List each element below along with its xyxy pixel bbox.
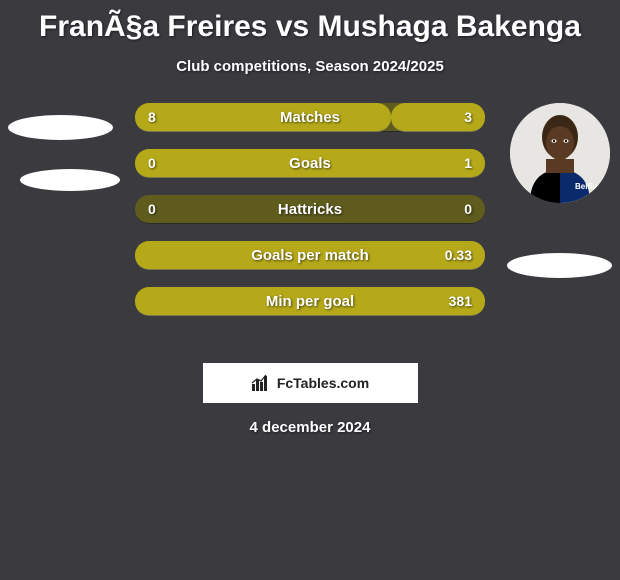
stat-value-right: 0 [464,195,472,224]
placeholder-shape [20,169,120,191]
player-right-avatar: Belfius [505,103,615,203]
stat-label: Hattricks [135,195,485,224]
stat-value-right: 1 [464,149,472,178]
stat-value-right: 0.33 [445,241,472,270]
stat-value-left: 8 [148,103,156,132]
stat-bars-container: Matches83Goals01Hattricks00Goals per mat… [135,103,485,333]
stat-row: Matches8 3 [135,103,485,132]
stat-value-left: 0 [148,195,156,224]
stat-label: Matches [135,103,485,132]
stat-label: Min per goal [135,287,485,316]
stat-value-right: 3 [464,103,472,132]
player-photo-icon: Belfius [510,103,610,203]
stat-row: Goals0 1 [135,149,485,178]
stat-value-left: 0 [148,149,156,178]
stat-label: Goals per match [135,241,485,270]
comparison-chart: Belfius Matches83Goals01Hattricks00Goals… [0,103,620,353]
avatar: Belfius [510,103,610,203]
subtitle: Club competitions, Season 2024/2025 [0,58,620,75]
bars-icon [251,374,271,392]
page-title: FranÃ§a Freires vs Mushaga Bakenga [0,0,620,44]
placeholder-shape [8,115,113,140]
stat-label: Goals [135,149,485,178]
attribution-text: FcTables.com [277,375,369,391]
stat-row: Goals per match0.33 [135,241,485,270]
date-label: 4 december 2024 [0,419,620,436]
stat-row: Hattricks0 0 [135,195,485,224]
placeholder-shape [507,253,612,278]
jersey-sponsor: Belfius [575,182,602,191]
stat-value-right: 381 [449,287,472,316]
stat-row: Min per goal381 [135,287,485,316]
attribution-badge: FcTables.com [203,363,418,403]
